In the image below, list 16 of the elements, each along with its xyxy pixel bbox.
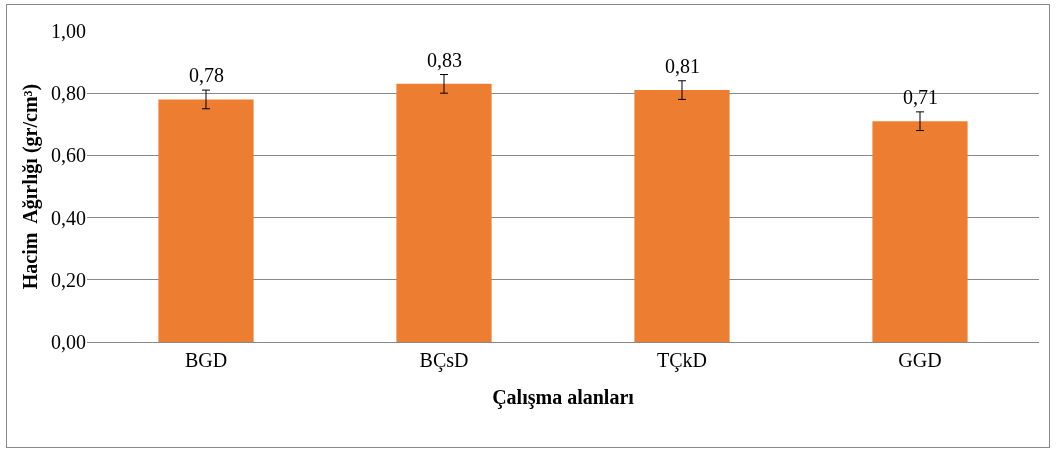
x-tick-label: TÇkD xyxy=(657,349,707,372)
x-tick-label: GGD xyxy=(898,349,942,371)
data-label: 0,71 xyxy=(903,86,938,108)
y-axis-title: Hacim Ağırlığı (gr/cm³) xyxy=(18,83,42,290)
data-label: 0,81 xyxy=(665,55,700,77)
y-tick-label: 0,00 xyxy=(51,331,86,353)
x-axis-title: Çalışma alanları xyxy=(492,385,635,409)
y-tick-label: 0,80 xyxy=(51,82,86,105)
y-tick-label: 0,60 xyxy=(51,144,86,167)
x-tick-label: BGD xyxy=(184,349,228,371)
y-tick-label: 0,20 xyxy=(51,268,86,291)
y-tick-label: 1,00 xyxy=(51,20,86,42)
data-label: 0,83 xyxy=(427,49,462,71)
y-tick-label: 0,40 xyxy=(51,206,86,229)
data-label: 0,78 xyxy=(189,64,224,86)
x-tick-label: BÇsD xyxy=(419,349,469,372)
